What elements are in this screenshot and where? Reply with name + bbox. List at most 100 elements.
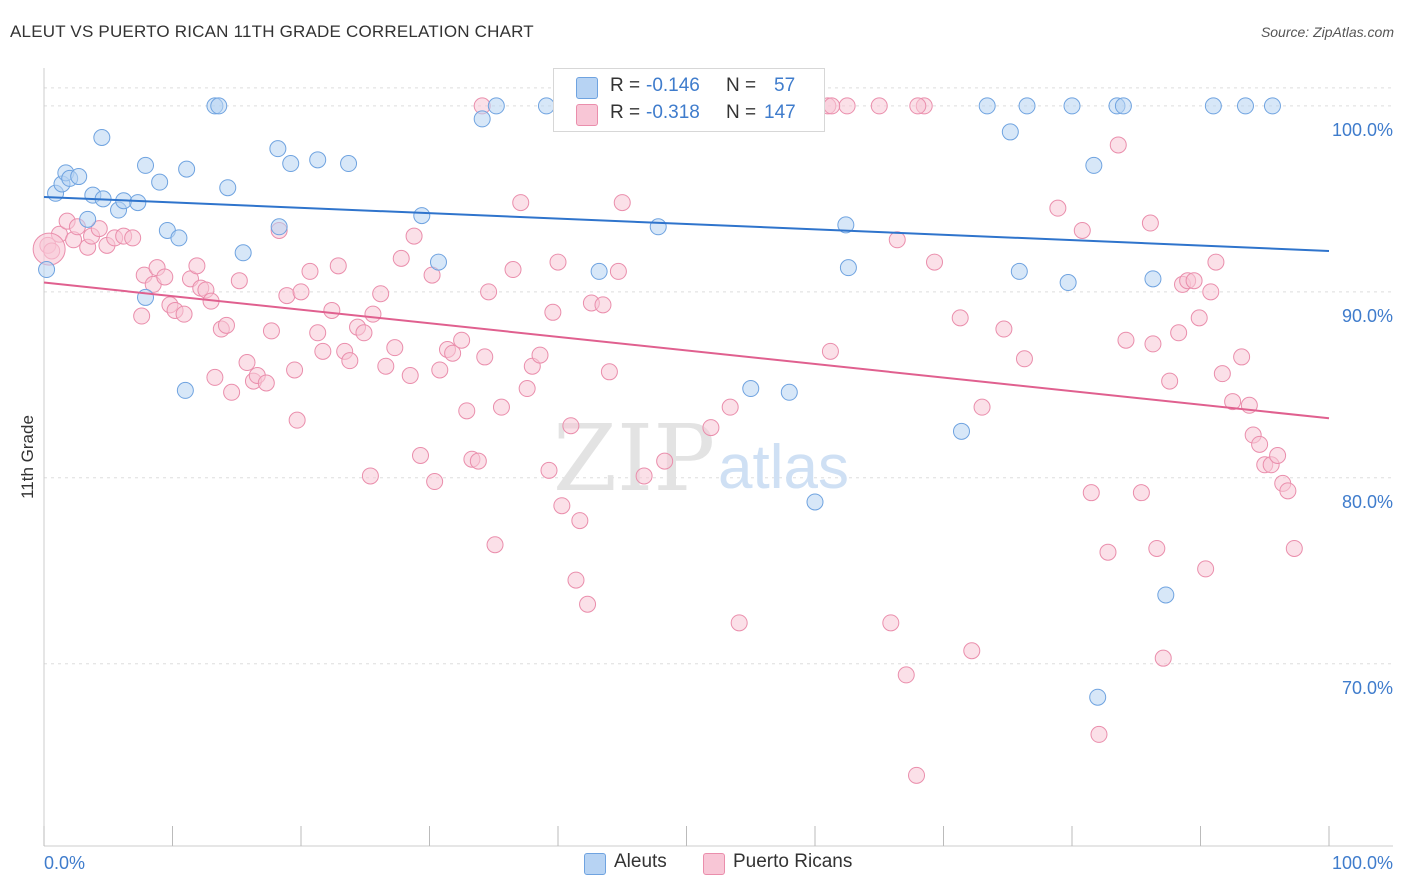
puerto-rican-point xyxy=(476,348,494,366)
puerto-rican-point xyxy=(613,194,631,212)
aleut-point xyxy=(590,262,608,280)
puerto-rican-point xyxy=(518,380,536,398)
puerto-rican-point xyxy=(963,642,981,660)
puerto-rican-point xyxy=(1190,309,1208,327)
puerto-rican-point xyxy=(995,320,1013,338)
aleut-point xyxy=(1157,586,1175,604)
puerto-rican-point xyxy=(1251,435,1269,453)
legend-r-label: R = xyxy=(610,102,641,123)
puerto-rican-point xyxy=(188,257,206,275)
puerto-rican-point xyxy=(292,283,310,301)
puerto-rican-point xyxy=(1117,331,1135,349)
aleut-point xyxy=(176,381,194,399)
puerto-ricans-points xyxy=(32,97,1303,784)
puerto-rican-point xyxy=(721,398,739,416)
x-tick-label-min: 0.0% xyxy=(44,853,85,873)
puerto-rican-point xyxy=(1224,393,1242,411)
grid-lines xyxy=(44,87,1393,665)
puerto-rican-point xyxy=(1207,253,1225,271)
puerto-rican-point xyxy=(1161,372,1179,390)
watermark-zip: ZIP xyxy=(553,405,715,512)
y-tick-label: 90.0% xyxy=(1342,306,1393,326)
aleut-point xyxy=(178,160,196,178)
puerto-rican-point xyxy=(908,766,926,784)
puerto-rican-point xyxy=(486,536,504,554)
aleut-point xyxy=(1089,688,1107,706)
aleut-point xyxy=(952,422,970,440)
puerto-rican-point xyxy=(401,367,419,385)
puerto-rican-point xyxy=(909,97,927,115)
aleut-point xyxy=(1059,274,1077,292)
puerto-rican-point xyxy=(133,307,151,325)
puerto-rican-point xyxy=(594,296,612,314)
puerto-rican-point xyxy=(1154,649,1172,667)
puerto-rican-point xyxy=(492,398,510,416)
aleut-point xyxy=(70,168,88,186)
aleut-point xyxy=(270,218,288,236)
puerto-rican-point xyxy=(426,473,444,491)
puerto-rican-point xyxy=(838,97,856,115)
aleut-point xyxy=(38,261,56,279)
puerto-rican-point xyxy=(431,361,449,379)
puerto-rican-point xyxy=(364,305,382,323)
aleuts-trend-line xyxy=(43,196,1330,252)
aleut-point xyxy=(129,194,147,212)
puerto-rican-point xyxy=(90,220,108,238)
aleuts-points xyxy=(38,97,1281,706)
aleut-point xyxy=(340,155,358,173)
watermark-atlas: atlas xyxy=(718,433,849,502)
puerto-rican-point xyxy=(262,322,280,340)
aleut-point xyxy=(1018,97,1036,115)
aleut-point xyxy=(234,244,252,262)
puerto-rican-point xyxy=(480,283,498,301)
puerto-rican-point xyxy=(1132,484,1150,502)
puerto-rican-point xyxy=(217,316,235,334)
puerto-rican-point xyxy=(405,227,423,245)
puerto-rican-point xyxy=(1144,335,1162,353)
puerto-rican-point xyxy=(223,383,241,401)
aleut-point xyxy=(978,97,996,115)
puerto-rican-point xyxy=(656,452,674,470)
puerto-rican-point xyxy=(531,346,549,364)
puerto-rican-point xyxy=(1090,725,1108,743)
puerto-rican-point xyxy=(544,303,562,321)
aleut-point xyxy=(487,97,505,115)
puerto-rican-point xyxy=(730,614,748,632)
puerto-ricans-trend-line xyxy=(43,281,1330,420)
aleut-point xyxy=(137,156,155,174)
puerto-ricans-legend-label: Puerto Ricans xyxy=(733,851,853,872)
puerto-rican-point xyxy=(926,253,944,271)
puerto-rican-point xyxy=(412,446,430,464)
puerto-rican-point xyxy=(821,342,839,360)
aleut-point xyxy=(1085,156,1103,174)
puerto-rican-point xyxy=(469,452,487,470)
aleut-point xyxy=(309,151,327,169)
puerto-rican-point xyxy=(372,285,390,303)
aleut-point xyxy=(170,229,188,247)
puerto-rican-point xyxy=(238,354,256,372)
aleut-point xyxy=(1114,97,1132,115)
aleut-point xyxy=(1001,123,1019,141)
aleut-point xyxy=(1236,97,1254,115)
puerto-rican-point xyxy=(540,461,558,479)
puerto-rican-point xyxy=(392,249,410,267)
legend-n-label: N = xyxy=(726,102,757,123)
puerto-rican-point xyxy=(870,97,888,115)
y-tick-label: 100.0% xyxy=(1332,120,1393,140)
puerto-rican-point xyxy=(888,231,906,249)
puerto-rican-point xyxy=(823,97,841,115)
puerto-rican-point xyxy=(323,301,341,319)
puerto-rican-point xyxy=(124,229,142,247)
aleut-point xyxy=(806,493,824,511)
x-ticks xyxy=(43,826,1330,846)
chart-title: ALEUT VS PUERTO RICAN 11TH GRADE CORRELA… xyxy=(10,22,534,41)
puerto-rican-point xyxy=(571,512,589,530)
aleut-point xyxy=(429,253,447,271)
aleut-point xyxy=(93,129,111,147)
legend-n-value: 57 xyxy=(774,75,796,96)
y-tick-label: 70.0% xyxy=(1342,678,1393,698)
trend-lines xyxy=(43,196,1330,420)
puerto-rican-point xyxy=(1269,446,1287,464)
puerto-rican-point xyxy=(444,344,462,362)
